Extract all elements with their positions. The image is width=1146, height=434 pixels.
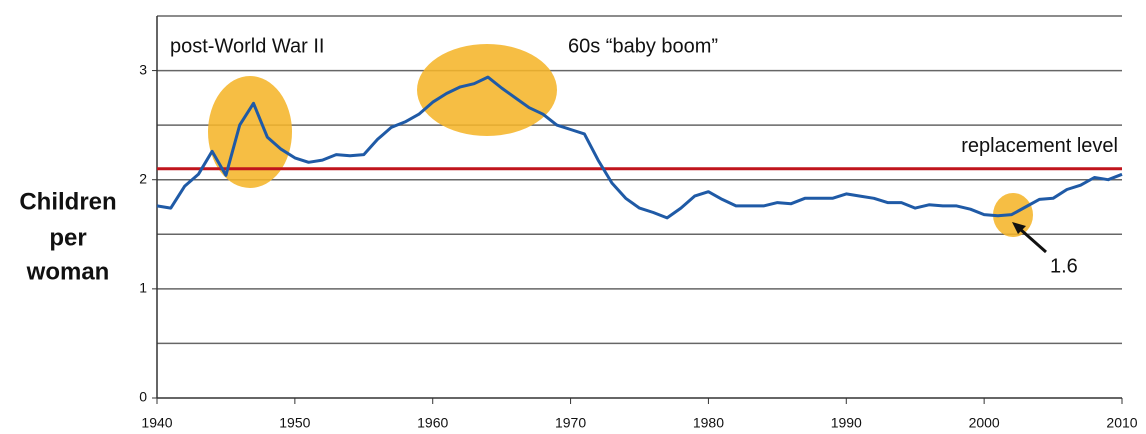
highlight <box>208 76 292 188</box>
arrow-head <box>1012 222 1026 234</box>
x-tick-label: 2010 <box>1106 415 1137 431</box>
y-tick-label: 3 <box>139 61 147 77</box>
x-tick-label: 1940 <box>141 415 172 431</box>
highlights <box>208 44 1033 237</box>
x-tick-label: 1970 <box>555 415 586 431</box>
y-tick-label: 1 <box>139 280 147 296</box>
annotation: 60s “baby boom” <box>568 35 718 57</box>
x-tick-label: 2000 <box>969 415 1000 431</box>
y-axis-label: woman <box>26 258 110 285</box>
arrow <box>1019 227 1047 254</box>
x-tick-label: 1960 <box>417 415 448 431</box>
x-tick-label: 1990 <box>831 415 862 431</box>
reference-label: replacement level <box>961 135 1118 157</box>
annotation: 1.6 <box>1050 255 1078 277</box>
x-tick-label: 1980 <box>693 415 724 431</box>
y-tick-label: 2 <box>139 170 147 186</box>
annotation: post-World War II <box>170 35 324 57</box>
highlight <box>417 44 557 136</box>
x-tick-label: 1950 <box>279 415 310 431</box>
data-line <box>156 75 1123 220</box>
y-axis-label: Children <box>19 188 116 215</box>
y-axis-label: per <box>49 224 86 251</box>
y-tick-label: 0 <box>139 389 147 405</box>
